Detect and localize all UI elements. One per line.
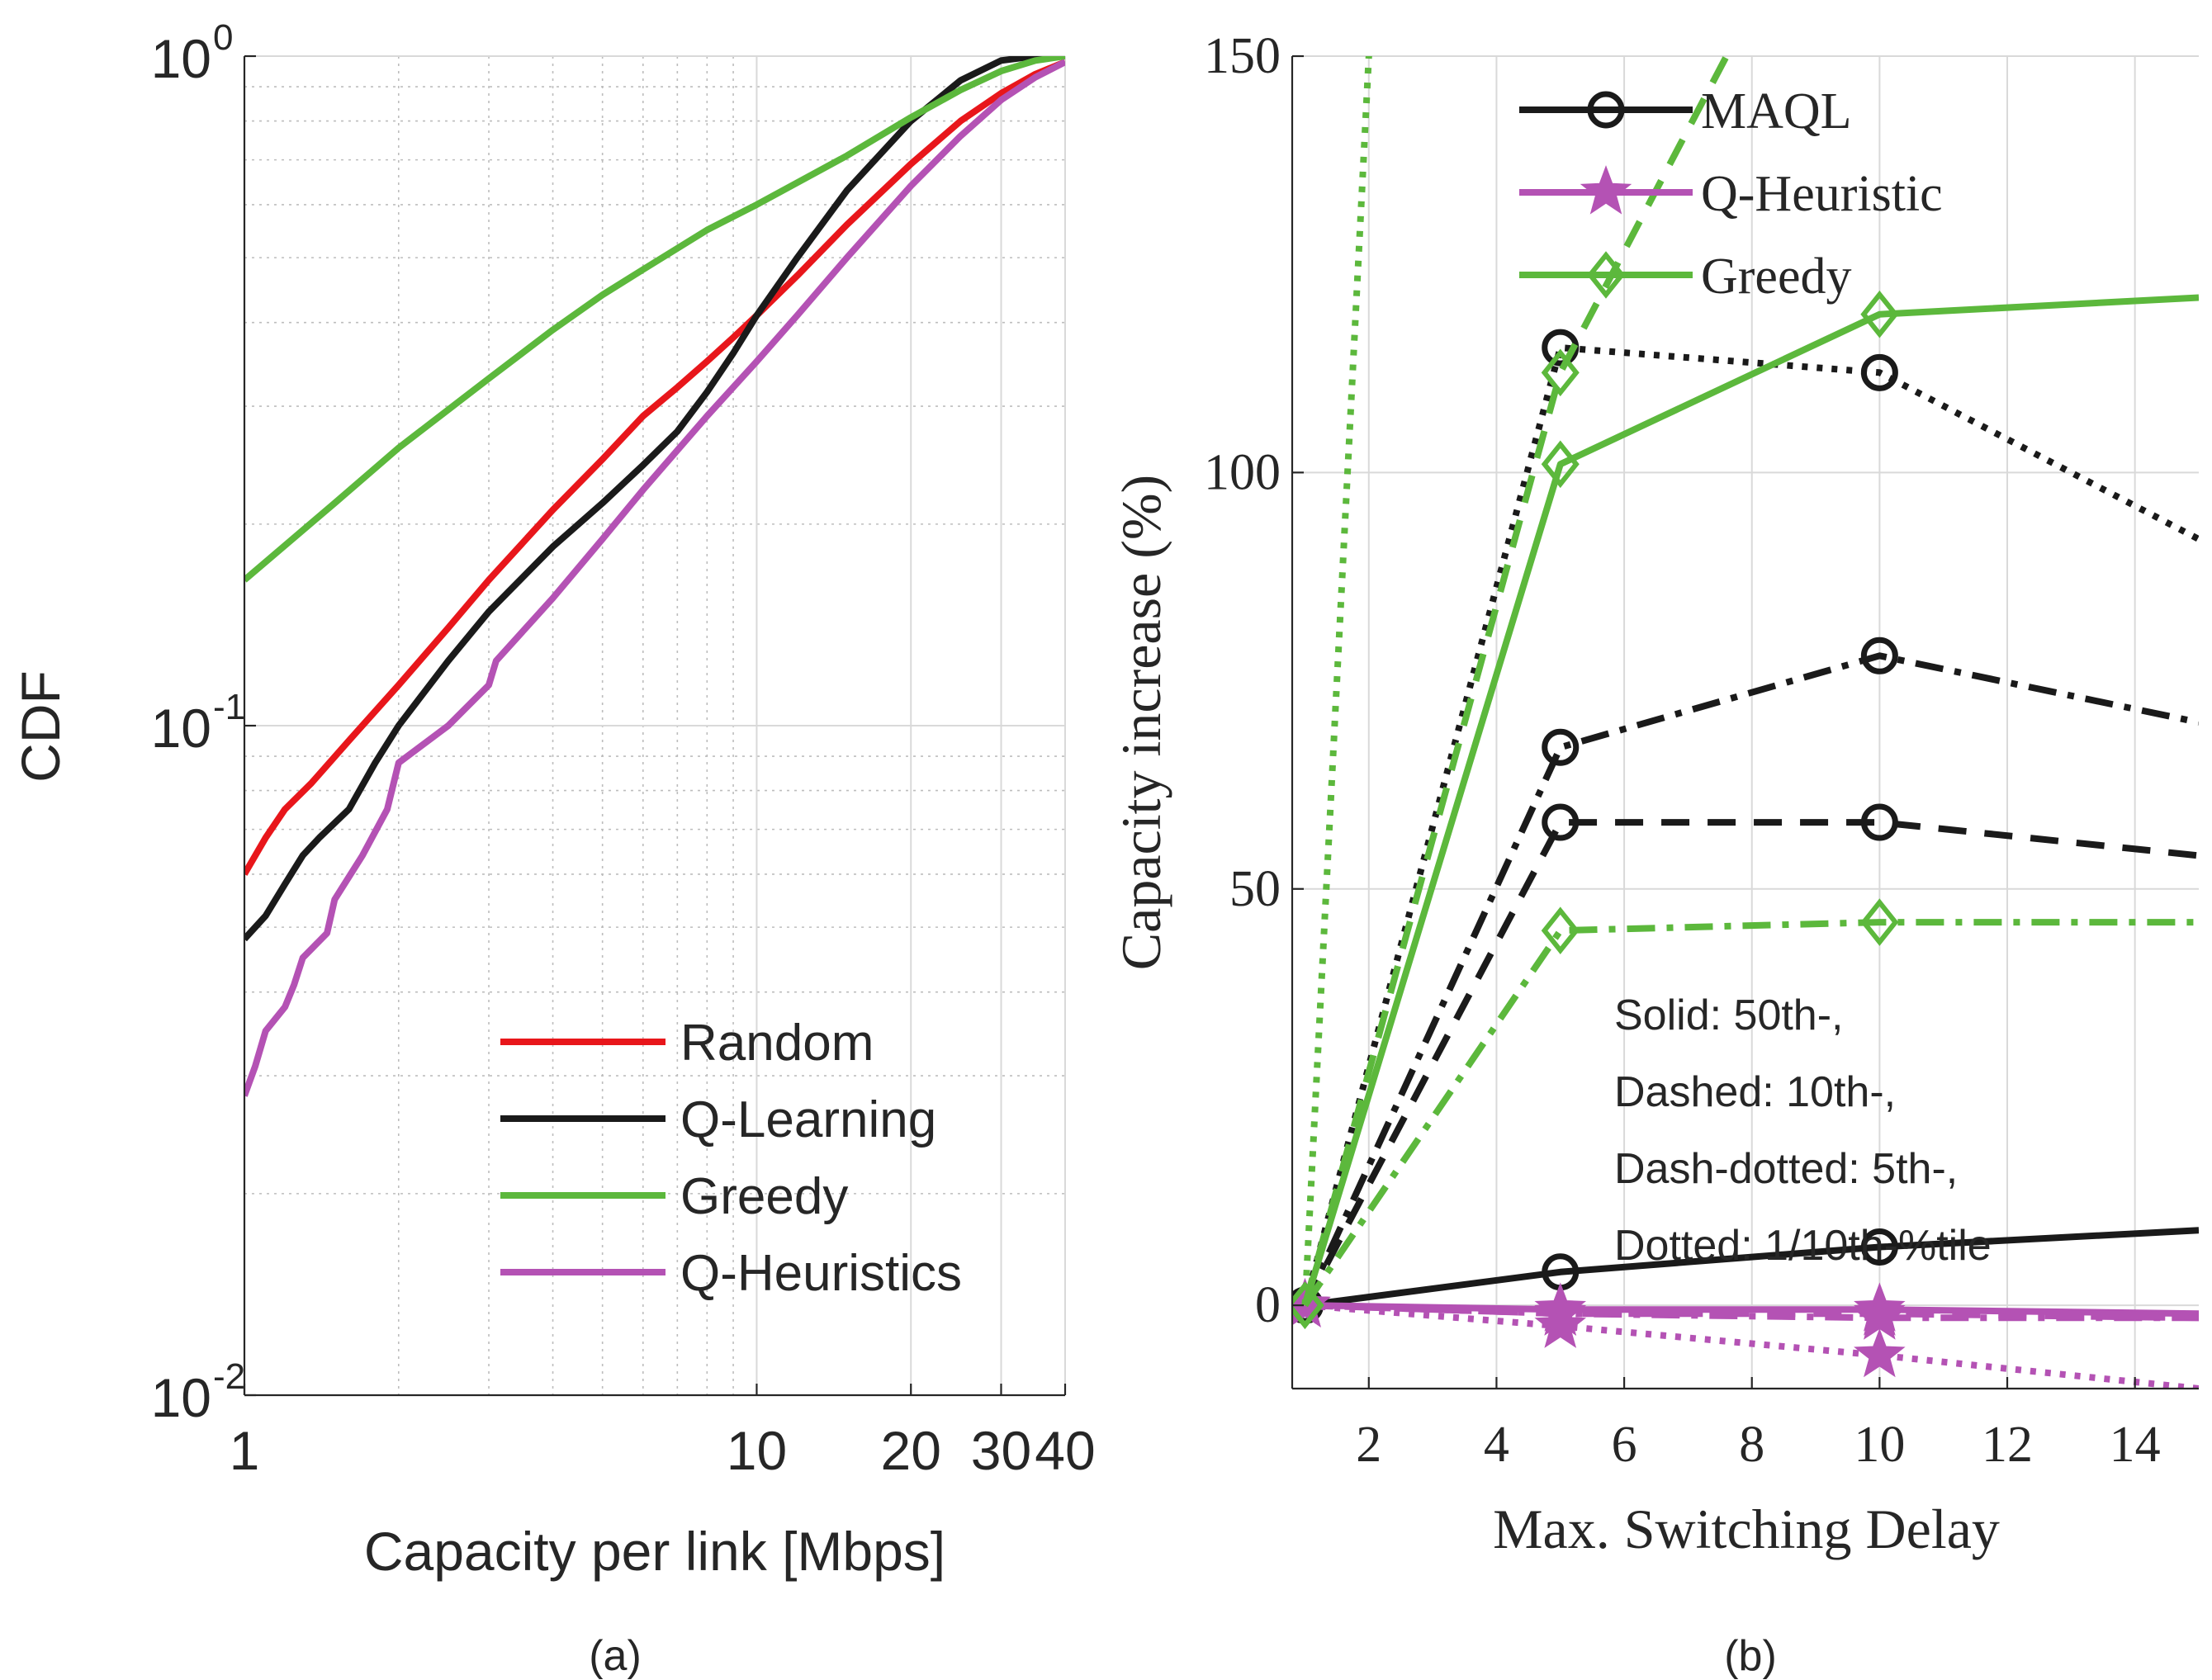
data-point-marker: [1860, 290, 1899, 338]
legend-label-q-heuristics: Q-Heuristics: [680, 1245, 962, 1302]
series-line-random: [244, 59, 1065, 876]
panel-b-label: (b): [1724, 1632, 1777, 1680]
series-line-q-heuristics: [244, 59, 1065, 1097]
y-tick-label: 150: [1204, 28, 1281, 84]
y-tick-label-exponent: -2: [213, 1356, 245, 1397]
annotation-line: Dotted: 1/10th-%tile: [1614, 1222, 1992, 1270]
panel-a-legend: Random Q-Learning Greedy Q-Heuristics: [500, 1015, 962, 1302]
y-tick-label-exponent: 0: [213, 17, 233, 58]
annotation-line: Solid: 50th-,: [1614, 991, 1844, 1039]
panel-a-axes: [243, 54, 1067, 1397]
data-point-marker: [1860, 1228, 1898, 1266]
panel-b-series: [1292, 56, 2199, 1389]
data-point-marker: [1860, 898, 1899, 946]
panel-b: 2 4 6 8 10 12 14 0 50 100 150 Max. Switching Dela…: [1110, 28, 2199, 1680]
y-tick-label-base: 10: [151, 28, 211, 89]
legend-label-q-learning: Q-Learning: [680, 1091, 936, 1148]
x-tick-label: 20: [881, 1420, 941, 1481]
legend-label-maql: MAQL: [1701, 83, 1852, 140]
panel-b-legend: MAQL Q-Heuristic Greedy: [1519, 83, 1943, 305]
x-tick-label: 14: [2110, 1417, 2161, 1473]
y-tick-label: 100: [1204, 444, 1281, 500]
series-line-maql-50th: [1304, 1227, 2199, 1309]
panel-a-label: (a): [589, 1632, 642, 1680]
series-line-q-heuristic-5th: [1305, 1302, 2199, 1322]
y-tick-label: 50: [1229, 861, 1281, 917]
annotation-line: Dash-dotted: 5th-,: [1614, 1145, 1958, 1193]
y-tick-label-base: 10: [151, 698, 211, 759]
panel-a-x-tick-labels: 1 10 20 30 40: [230, 1420, 1096, 1481]
panel-a-grid: [244, 55, 1066, 1396]
series-line-maql-1-10th: [1301, 344, 2199, 1307]
series-line-maql-10th: [1301, 819, 2199, 1307]
annotation-line: Dashed: 10th-,: [1614, 1068, 1896, 1116]
data-point-marker: [1534, 1299, 1587, 1348]
data-point-marker: [1542, 803, 1580, 841]
panel-b-grid: [1292, 55, 2199, 1389]
data-point-marker: [1860, 353, 1898, 391]
series-line-greedy-50th: [1301, 294, 2199, 1307]
legend-label-random: Random: [680, 1015, 874, 1072]
y-tick-label: 0: [1255, 1277, 1281, 1333]
x-tick-label: 1: [230, 1420, 260, 1481]
panel-a-y-axis-label: CDF: [10, 670, 71, 783]
legend-marker-greedy: [1586, 251, 1626, 299]
legend-label-greedy: Greedy: [680, 1168, 848, 1225]
x-tick-label: 30: [971, 1420, 1031, 1481]
panel-b-annotation: Solid: 50th-, Dashed: 10th-, Dash-dotted…: [1614, 991, 1992, 1270]
x-tick-label: 40: [1035, 1420, 1095, 1481]
legend-marker-maql: [1587, 91, 1625, 129]
series-line-q-heuristic-1-10th: [1305, 1302, 2199, 1389]
x-tick-label: 10: [1854, 1417, 1905, 1473]
data-point-marker: [1860, 637, 1898, 674]
series-maql-5th: [1292, 637, 2199, 1324]
panel-b-axes: [1291, 54, 2199, 1390]
panel-a-x-axis-label: Capacity per link [Mbps]: [364, 1521, 945, 1582]
data-point-marker: [1292, 1281, 1324, 1329]
series-line-greedy-5th: [1302, 919, 2199, 1308]
series-greedy-1-10th: [1292, 56, 1372, 1329]
x-tick-label: 12: [1982, 1417, 2033, 1473]
data-point-marker: [1541, 440, 1580, 489]
x-tick-label: 10: [727, 1420, 787, 1481]
legend-marker-q-heuristic: [1580, 165, 1632, 215]
series-q-heuristic-1-10th: [1292, 1278, 2199, 1389]
y-tick-label-exponent: -1: [213, 687, 245, 727]
series-line-greedy: [244, 56, 1065, 583]
data-point-marker: [1854, 1327, 1906, 1378]
panel-a-series: [244, 56, 1065, 1097]
legend-label-q-heuristic: Q-Heuristic: [1701, 166, 1943, 222]
series-line-q-learning: [244, 56, 1065, 942]
x-tick-label: 2: [1356, 1417, 1381, 1473]
y-tick-label: 10 -2: [151, 1356, 246, 1428]
data-point-marker: [1542, 728, 1580, 766]
y-tick-label: 10 -1: [151, 687, 246, 759]
x-tick-label: 8: [1739, 1417, 1764, 1473]
series-line-maql-5th: [1301, 652, 2199, 1307]
panel-b-y-tick-labels: 0 50 100 150: [1204, 28, 1281, 1333]
panel-b-y-axis-label: Capacity increase (%): [1110, 475, 1172, 970]
panel-b-x-axis-label: Max. Switching Delay: [1493, 1498, 2000, 1560]
y-tick-label-base: 10: [151, 1367, 211, 1428]
series-line-greedy-10th: [1301, 56, 1731, 1307]
legend-label-greedy: Greedy: [1701, 248, 1851, 305]
panel-b-x-tick-labels: 2 4 6 8 10 12 14: [1356, 1417, 2160, 1473]
data-point-marker: [1541, 906, 1580, 954]
data-point-marker: [1541, 348, 1580, 397]
x-tick-label: 4: [1484, 1417, 1509, 1473]
data-point-marker: [1860, 803, 1898, 841]
x-tick-label: 6: [1612, 1417, 1637, 1473]
